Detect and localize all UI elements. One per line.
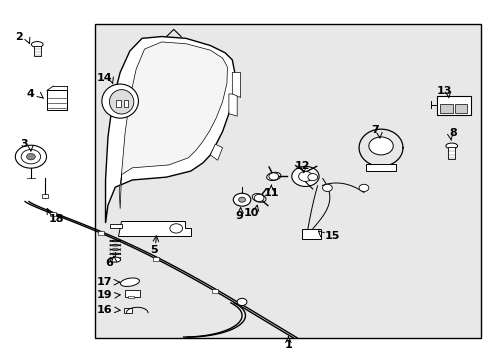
Bar bbox=[447, 147, 454, 159]
Bar bbox=[436, 96, 470, 116]
Text: 6: 6 bbox=[105, 258, 113, 268]
Ellipse shape bbox=[31, 41, 43, 47]
Ellipse shape bbox=[120, 278, 139, 287]
Bar bbox=[124, 308, 132, 313]
Circle shape bbox=[291, 166, 319, 186]
Bar bbox=[153, 257, 159, 261]
Text: 11: 11 bbox=[263, 188, 279, 198]
Ellipse shape bbox=[110, 257, 121, 262]
Bar bbox=[128, 296, 134, 298]
Circle shape bbox=[233, 193, 250, 206]
Bar bbox=[212, 289, 218, 293]
Text: 14: 14 bbox=[97, 73, 112, 83]
Text: 4: 4 bbox=[26, 89, 34, 99]
Text: 5: 5 bbox=[150, 245, 158, 255]
Bar bbox=[454, 104, 466, 113]
Bar bbox=[47, 90, 66, 110]
Circle shape bbox=[298, 171, 312, 181]
Circle shape bbox=[368, 137, 392, 155]
Bar bbox=[98, 231, 104, 235]
Ellipse shape bbox=[102, 84, 138, 118]
Text: 17: 17 bbox=[97, 277, 112, 287]
Bar bbox=[366, 164, 395, 171]
Text: 10: 10 bbox=[244, 208, 259, 218]
Text: 1: 1 bbox=[284, 340, 292, 350]
Text: 15: 15 bbox=[324, 231, 339, 240]
Circle shape bbox=[169, 224, 182, 233]
Text: 8: 8 bbox=[448, 129, 456, 138]
Bar bbox=[125, 290, 140, 297]
Polygon shape bbox=[119, 42, 227, 209]
Circle shape bbox=[15, 145, 46, 168]
Text: 13: 13 bbox=[436, 86, 451, 96]
Circle shape bbox=[268, 173, 278, 180]
Ellipse shape bbox=[266, 172, 280, 181]
Bar bbox=[50, 212, 56, 216]
Circle shape bbox=[307, 174, 317, 181]
Polygon shape bbox=[232, 72, 240, 98]
Text: 2: 2 bbox=[15, 32, 23, 41]
Ellipse shape bbox=[252, 194, 265, 202]
Circle shape bbox=[26, 153, 35, 160]
Text: 18: 18 bbox=[49, 215, 64, 224]
Circle shape bbox=[322, 184, 331, 192]
Polygon shape bbox=[118, 221, 190, 235]
Polygon shape bbox=[110, 224, 122, 228]
Bar bbox=[95, 24, 480, 338]
Polygon shape bbox=[210, 144, 222, 160]
Bar bbox=[116, 100, 121, 107]
Text: 16: 16 bbox=[97, 305, 112, 315]
Bar bbox=[123, 100, 128, 107]
Polygon shape bbox=[105, 37, 234, 223]
Circle shape bbox=[238, 197, 245, 202]
Circle shape bbox=[237, 298, 246, 306]
Text: 19: 19 bbox=[97, 291, 112, 301]
Circle shape bbox=[254, 194, 264, 202]
Text: 7: 7 bbox=[370, 125, 378, 135]
Text: 12: 12 bbox=[294, 161, 309, 171]
Polygon shape bbox=[228, 94, 237, 116]
Text: 9: 9 bbox=[235, 211, 243, 221]
Circle shape bbox=[358, 184, 368, 192]
Ellipse shape bbox=[445, 143, 457, 149]
Circle shape bbox=[21, 149, 41, 164]
Text: 3: 3 bbox=[20, 139, 28, 149]
Bar bbox=[439, 104, 452, 113]
Bar bbox=[34, 45, 41, 56]
Bar bbox=[302, 229, 320, 239]
Bar bbox=[41, 194, 47, 198]
Ellipse shape bbox=[109, 90, 134, 114]
